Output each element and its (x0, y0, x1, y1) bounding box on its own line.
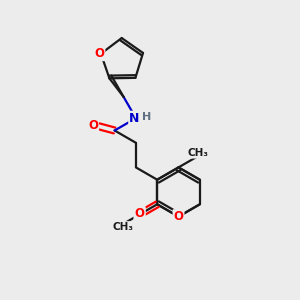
Text: O: O (173, 210, 184, 223)
Text: CH₃: CH₃ (188, 148, 208, 158)
Text: O: O (135, 207, 145, 220)
Text: N: N (129, 112, 140, 125)
Text: O: O (134, 208, 145, 221)
Text: CH₃: CH₃ (112, 222, 134, 232)
Text: O: O (88, 119, 98, 132)
Text: O: O (94, 47, 104, 60)
Text: H: H (142, 112, 151, 122)
